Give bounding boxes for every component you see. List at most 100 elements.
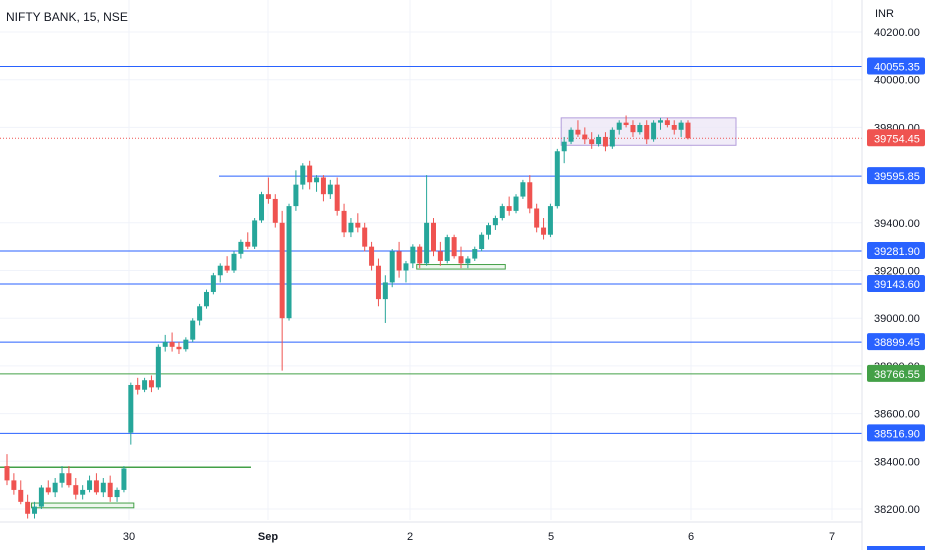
- candle-body[interactable]: [506, 206, 512, 211]
- candle-body[interactable]: [582, 134, 588, 140]
- candle-body[interactable]: [279, 222, 285, 319]
- candle-body[interactable]: [678, 122, 684, 130]
- candle-body[interactable]: [554, 151, 560, 207]
- level-tag[interactable]: [867, 333, 925, 351]
- candle-body[interactable]: [362, 227, 368, 247]
- candle-body[interactable]: [190, 320, 196, 340]
- candle-body[interactable]: [11, 480, 17, 490]
- candle-body[interactable]: [424, 222, 430, 264]
- candle-body[interactable]: [293, 184, 299, 207]
- candle-body[interactable]: [389, 251, 395, 283]
- candle-body[interactable]: [107, 482, 113, 498]
- candle-body[interactable]: [314, 177, 320, 183]
- candle-body[interactable]: [616, 122, 622, 130]
- candle-body[interactable]: [59, 473, 65, 483]
- candle-body[interactable]: [527, 182, 533, 209]
- candle-body[interactable]: [259, 194, 265, 221]
- candle-body[interactable]: [437, 251, 443, 261]
- candle-body[interactable]: [286, 206, 292, 319]
- candle-body[interactable]: [541, 227, 547, 235]
- candle-body[interactable]: [568, 129, 574, 142]
- candle-body[interactable]: [217, 265, 223, 276]
- candle-body[interactable]: [4, 466, 10, 481]
- candle-body[interactable]: [93, 480, 99, 493]
- level-tag[interactable]: [867, 364, 925, 382]
- candle-body[interactable]: [320, 177, 326, 195]
- level-tag[interactable]: [867, 241, 925, 259]
- candle-body[interactable]: [575, 129, 581, 135]
- candle-body[interactable]: [602, 136, 608, 147]
- candle-body[interactable]: [547, 206, 553, 235]
- candle-body[interactable]: [685, 122, 691, 139]
- candle-body[interactable]: [644, 125, 650, 140]
- candle-body[interactable]: [382, 282, 388, 300]
- candle-body[interactable]: [197, 306, 203, 321]
- candle-body[interactable]: [520, 182, 526, 197]
- candle-body[interactable]: [513, 196, 519, 211]
- candle-body[interactable]: [100, 482, 106, 493]
- candle-body[interactable]: [444, 237, 450, 261]
- candle-body[interactable]: [252, 220, 258, 247]
- candle-body[interactable]: [609, 129, 615, 147]
- candle-body[interactable]: [499, 206, 505, 219]
- candle-body[interactable]: [210, 275, 216, 292]
- candle-body[interactable]: [135, 384, 141, 390]
- candle-body[interactable]: [52, 482, 58, 493]
- candle-body[interactable]: [492, 218, 498, 226]
- candle-body[interactable]: [231, 253, 237, 271]
- candle-body[interactable]: [623, 122, 629, 126]
- candle-body[interactable]: [369, 246, 375, 266]
- candle-body[interactable]: [155, 346, 161, 388]
- candle-body[interactable]: [451, 237, 457, 257]
- candle-body[interactable]: [169, 342, 175, 347]
- candle-body[interactable]: [375, 265, 381, 300]
- last-price-tag[interactable]: [867, 129, 925, 147]
- candle-body[interactable]: [38, 487, 44, 507]
- candle-body[interactable]: [671, 125, 677, 130]
- candle-body[interactable]: [430, 222, 436, 252]
- candle-body[interactable]: [589, 139, 595, 145]
- candle-body[interactable]: [183, 339, 189, 350]
- level-tag[interactable]: [867, 57, 925, 75]
- candle-body[interactable]: [341, 210, 347, 233]
- candle-body[interactable]: [355, 222, 361, 228]
- candle-body[interactable]: [472, 249, 478, 259]
- candle-body[interactable]: [142, 380, 148, 390]
- candle-body[interactable]: [657, 120, 663, 123]
- candle-body[interactable]: [307, 165, 313, 183]
- candle-body[interactable]: [203, 291, 209, 307]
- candle-body[interactable]: [128, 384, 134, 433]
- candle-body[interactable]: [334, 184, 340, 211]
- candle-body[interactable]: [176, 346, 182, 350]
- candle-body[interactable]: [80, 489, 86, 495]
- candle-body[interactable]: [486, 225, 492, 235]
- candle-body[interactable]: [245, 241, 251, 247]
- candle-body[interactable]: [561, 141, 567, 152]
- level-tag[interactable]: [867, 167, 925, 185]
- level-tag[interactable]: [867, 274, 925, 292]
- candle-body[interactable]: [300, 165, 306, 185]
- candle-body[interactable]: [630, 125, 636, 133]
- candle-body[interactable]: [410, 246, 416, 264]
- candle-body[interactable]: [148, 380, 154, 388]
- candle-body[interactable]: [162, 342, 168, 347]
- level-tag[interactable]: [867, 424, 925, 442]
- candle-body[interactable]: [348, 222, 354, 233]
- candle-body[interactable]: [114, 489, 120, 498]
- candle-body[interactable]: [664, 120, 670, 126]
- candle-body[interactable]: [396, 251, 402, 271]
- candle-body[interactable]: [534, 208, 540, 228]
- candle-body[interactable]: [18, 489, 24, 502]
- candle-body[interactable]: [45, 487, 51, 493]
- candle-body[interactable]: [596, 136, 602, 145]
- candle-body[interactable]: [327, 184, 333, 195]
- candle-body[interactable]: [651, 122, 657, 140]
- candle-body[interactable]: [73, 485, 79, 495]
- candle-body[interactable]: [403, 263, 409, 271]
- candle-body[interactable]: [265, 194, 271, 199]
- candle-body[interactable]: [66, 473, 72, 486]
- candle-body[interactable]: [238, 241, 244, 254]
- candle-body[interactable]: [479, 234, 485, 250]
- candle-body[interactable]: [465, 258, 471, 264]
